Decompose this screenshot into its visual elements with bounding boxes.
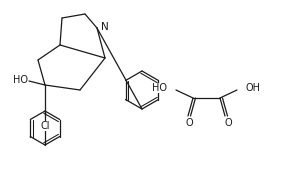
- Text: O: O: [224, 118, 232, 128]
- Text: Cl: Cl: [40, 121, 50, 131]
- Text: O: O: [185, 118, 193, 128]
- Text: OH: OH: [246, 83, 261, 93]
- Text: HO: HO: [152, 83, 167, 93]
- Text: N: N: [101, 22, 109, 32]
- Text: HO: HO: [12, 75, 27, 85]
